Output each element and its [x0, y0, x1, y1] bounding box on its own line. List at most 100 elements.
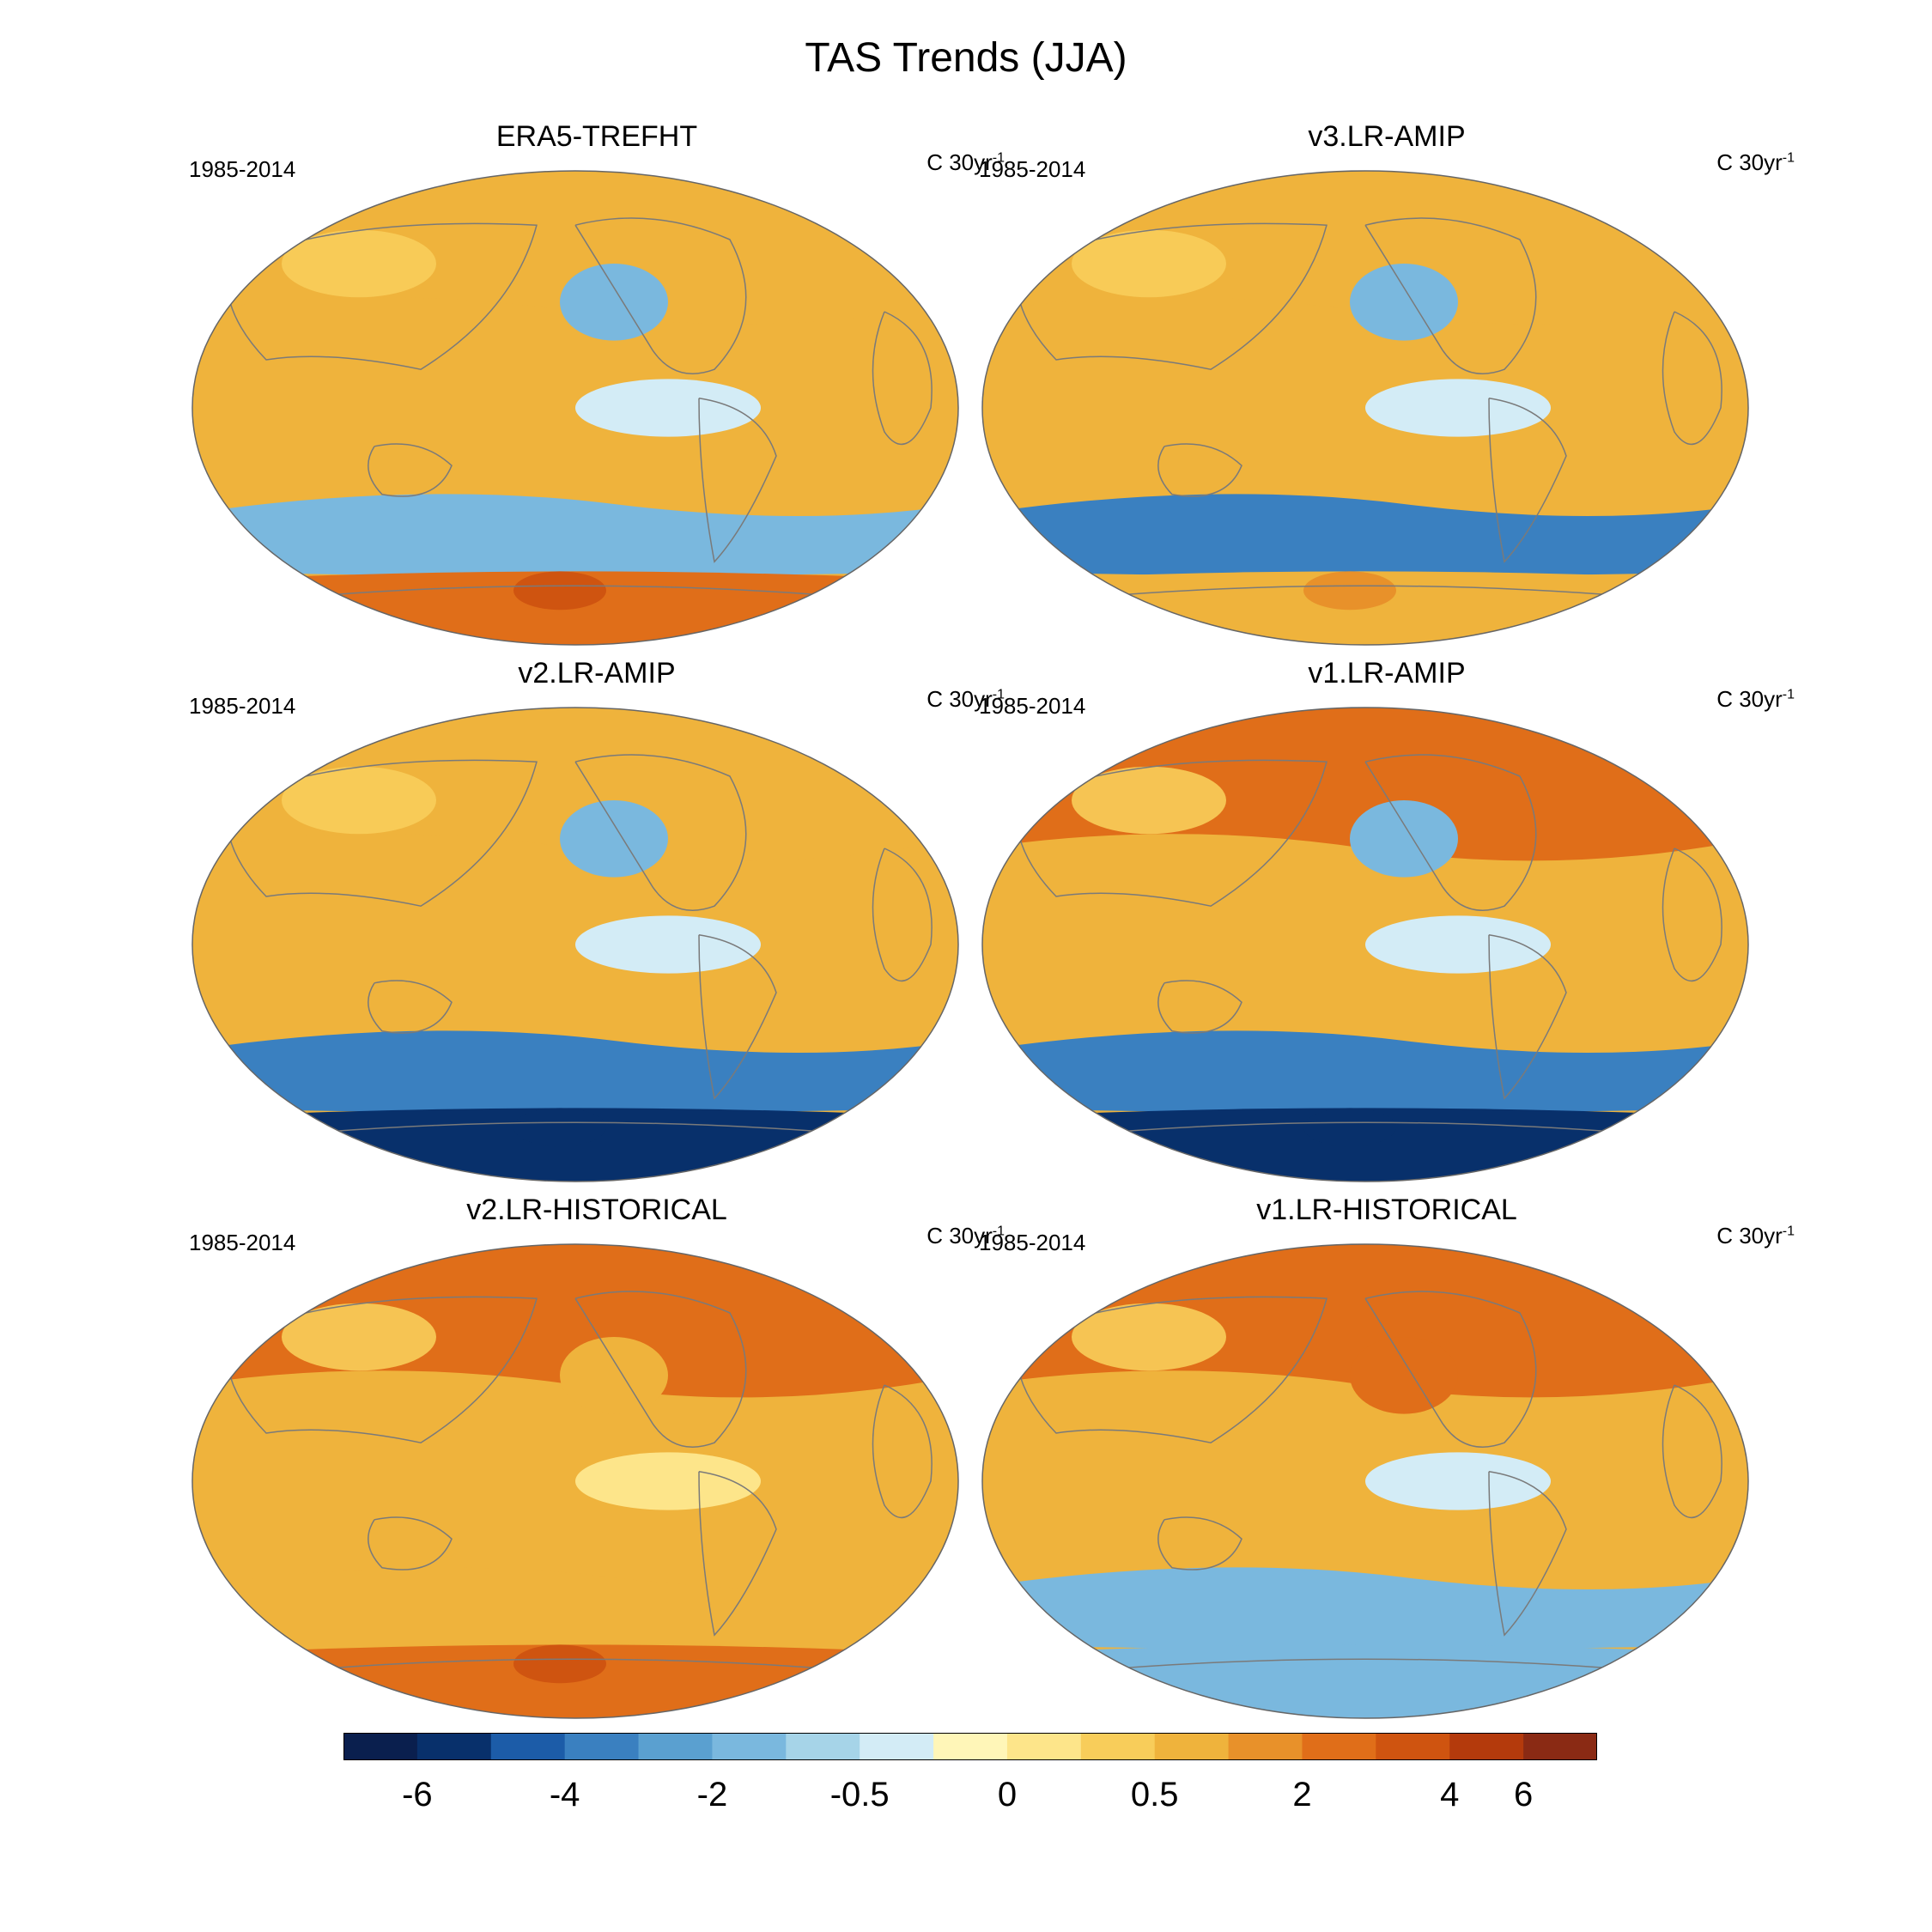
map-panel: v1.LR-AMIP 1985-2014 C 30yr-1: [979, 657, 1795, 1182]
colorbar-tick-label: -6: [402, 1776, 433, 1814]
colorbar-swatch: [1228, 1733, 1303, 1760]
coastline: [1016, 1296, 1327, 1443]
coastline: [368, 443, 453, 497]
colorbar-swatch: [1080, 1733, 1156, 1760]
units-sup: -1: [1782, 687, 1795, 702]
colorbar-swatch: [860, 1733, 934, 1760]
region-eurasia-patch: [282, 1303, 436, 1371]
region-southern-ocean: [192, 1030, 958, 1113]
colorbar-tick-label: 4: [1440, 1776, 1460, 1814]
panel-units: C 30yr-1: [927, 149, 1005, 176]
units-main: C 30yr: [927, 149, 993, 175]
map-panel: v1.LR-HISTORICAL 1985-2014 C 30yr-1: [979, 1194, 1795, 1719]
coastline: [1016, 759, 1327, 907]
colorbar-swatch: [416, 1733, 492, 1760]
colorbar-swatch: [1302, 1733, 1376, 1760]
colorbar-swatch: [1006, 1733, 1082, 1760]
coastline: [1157, 443, 1242, 497]
coastline: [368, 1516, 453, 1571]
panel-title: v2.LR-HISTORICAL: [466, 1194, 727, 1226]
region-tropical-east-pacific: [1365, 1452, 1551, 1510]
region-eurasia-patch: [1072, 229, 1226, 298]
map-outline: [191, 707, 959, 1182]
colorbar-swatch: [1523, 1733, 1597, 1760]
region-eurasia-patch: [282, 766, 436, 835]
panel-title: v3.LR-AMIP: [1308, 120, 1466, 153]
units-sup: -1: [992, 687, 1005, 702]
map-outline: [981, 170, 1749, 646]
region-southern-ocean: [982, 1030, 1748, 1113]
coastline: [574, 1291, 747, 1448]
colorbar-swatch: [638, 1733, 713, 1760]
region-mid-north-pacific: [560, 1337, 668, 1414]
coastline: [698, 934, 777, 1100]
world-map: [981, 1243, 1749, 1719]
region-antarctic-core: [1303, 1108, 1396, 1147]
coastline: [1662, 311, 1722, 446]
units-sup: -1: [992, 1224, 1005, 1239]
coastlines: [226, 1291, 933, 1674]
coastline: [265, 1658, 885, 1674]
coastlines: [1016, 217, 1722, 601]
coastline: [265, 1121, 885, 1138]
map-panel: v2.LR-AMIP 1985-2014 C 30yr-1: [189, 657, 1005, 1182]
colorbar-tick-label: -2: [696, 1776, 728, 1814]
coastlines: [1016, 754, 1722, 1138]
colorbar-swatch: [1449, 1733, 1524, 1760]
colorbar-swatch: [1154, 1733, 1230, 1760]
panel-title: ERA5-TREFHT: [495, 120, 698, 153]
colorbar-swatch: [786, 1733, 860, 1760]
coastline: [1364, 754, 1537, 911]
region-tropical-east-pacific: [575, 1452, 761, 1510]
panel-units: C 30yr-1: [1716, 149, 1795, 176]
coastline: [226, 222, 538, 370]
coastline: [1662, 1384, 1722, 1519]
region-antarctic-core: [1303, 571, 1396, 611]
map-panel: v2.LR-HISTORICAL 1985-2014 C 30yr-1: [189, 1194, 1005, 1719]
colorbar-tick-label: 6: [1513, 1776, 1534, 1814]
colorbar-tick-label: 2: [1292, 1776, 1312, 1814]
coastlines: [1016, 1291, 1722, 1674]
region-tropical-east-pacific: [575, 379, 761, 437]
colorbar-tick-label: 0.5: [1130, 1776, 1179, 1814]
map-panel: ERA5-TREFHT 1985-2014 C 30yr-1: [189, 120, 1005, 646]
panel-title: v1.LR-HISTORICAL: [1256, 1194, 1517, 1226]
world-map: [191, 1243, 959, 1719]
panel-period: 1985-2014: [189, 693, 296, 719]
map-outline: [981, 707, 1749, 1182]
region-southern-ocean: [982, 494, 1748, 576]
coastline: [265, 585, 885, 601]
coastline: [1364, 1291, 1537, 1448]
colorbar-swatch: [490, 1733, 566, 1760]
coastline: [1662, 848, 1722, 982]
region-tropical-east-pacific: [575, 915, 761, 974]
region-mid-north-pacific: [560, 800, 668, 878]
region-antarctic-core: [513, 1108, 606, 1147]
units-main: C 30yr: [927, 686, 993, 712]
panel-period: 1985-2014: [979, 1230, 1086, 1255]
units-main: C 30yr: [927, 1223, 993, 1249]
region-mid-north-pacific: [1350, 264, 1458, 341]
panel-units: C 30yr-1: [1716, 1223, 1795, 1249]
region-eurasia-patch: [1072, 1303, 1226, 1371]
panel-period: 1985-2014: [189, 156, 296, 182]
coastline: [1488, 934, 1567, 1100]
coastline: [1016, 222, 1327, 370]
coastline: [1055, 1121, 1675, 1138]
map-panel: v3.LR-AMIP 1985-2014 C 30yr-1: [979, 120, 1795, 646]
colorbar-swatch: [564, 1733, 640, 1760]
region-southern-ocean: [982, 1567, 1748, 1649]
world-map: [191, 707, 959, 1182]
region-mid-north-pacific: [1350, 800, 1458, 878]
panel-title: v1.LR-AMIP: [1308, 657, 1466, 690]
panel-units: C 30yr-1: [1716, 686, 1795, 713]
region-antarctic-core: [1303, 1644, 1396, 1684]
coastline: [574, 217, 747, 374]
region-antarctic-core: [513, 571, 606, 611]
units-main: C 30yr: [1716, 149, 1783, 175]
colorbar-tick-label: -4: [549, 1776, 580, 1814]
colorbar-swatch: [1376, 1733, 1450, 1760]
panel-units: C 30yr-1: [927, 1223, 1005, 1249]
coastline: [574, 754, 747, 911]
coastline: [368, 980, 453, 1034]
